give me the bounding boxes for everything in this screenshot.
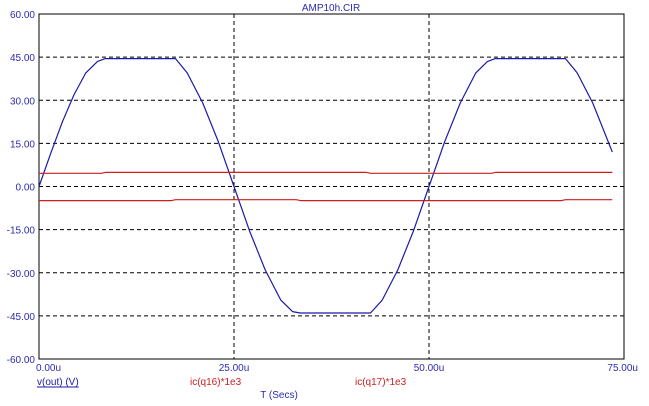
x-tick-label: 25.00u: [219, 363, 250, 374]
chart-title: AMP10h.CIR: [302, 3, 360, 14]
legend: v(out) (V) ic(q16)*1e3 ic(q17)*1e3: [37, 377, 407, 388]
y-tick-label: -60.00: [7, 355, 36, 366]
y-tick-label: -30.00: [7, 269, 36, 280]
series-line-1: [38, 57, 613, 314]
series-line-3: [39, 199, 613, 202]
y-axis-ticks: 60.00 45.00 30.00 15.00 0.00 -15.00 -30.00 -45.…: [7, 10, 36, 366]
legend-entry-2: ic(q16)*1e3: [190, 377, 242, 388]
series-lines: [38, 57, 613, 314]
x-tick-label: 75.00u: [607, 363, 638, 374]
x-axis-label: T (Secs): [260, 390, 298, 401]
y-tick-label: 45.00: [10, 53, 35, 64]
y-tick-label: -15.00: [7, 226, 36, 237]
series-line-2: [39, 171, 613, 174]
y-tick-label: 30.00: [10, 96, 35, 107]
y-tick-label: 15.00: [10, 139, 35, 150]
legend-entry-1: v(out) (V): [37, 377, 79, 388]
y-tick-label: 0.00: [16, 183, 36, 194]
legend-entry-3: ic(q17)*1e3: [355, 377, 407, 388]
x-axis-ticks: 0.00u 25.00u 50.00u 75.00u: [36, 363, 638, 374]
x-tick-label: 0.00u: [36, 363, 61, 374]
grid: [39, 14, 624, 359]
y-tick-label: 60.00: [10, 10, 35, 21]
y-tick-label: -45.00: [7, 312, 36, 323]
x-tick-label: 50.00u: [414, 363, 445, 374]
